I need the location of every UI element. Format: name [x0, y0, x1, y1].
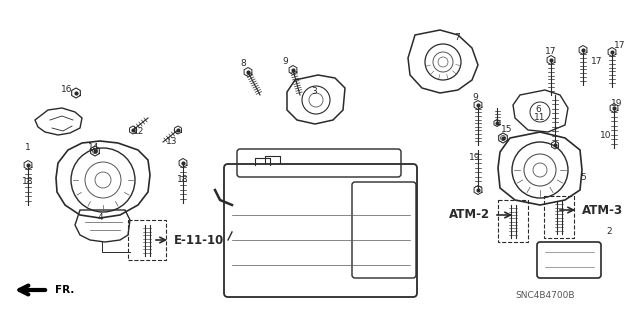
Text: 4: 4	[97, 213, 103, 222]
Text: 10: 10	[600, 130, 612, 139]
Text: FR.: FR.	[55, 285, 74, 295]
Text: 12: 12	[133, 127, 145, 136]
Text: 8: 8	[240, 60, 246, 69]
Text: E-11-10: E-11-10	[174, 234, 224, 247]
Text: 17: 17	[591, 57, 603, 66]
Text: 5: 5	[580, 174, 586, 182]
Text: 2: 2	[606, 227, 612, 236]
Text: ATM-3: ATM-3	[582, 204, 623, 217]
Bar	[128, 220, 166, 260]
Text: 17: 17	[545, 47, 557, 56]
Text: ATM-2: ATM-2	[449, 209, 490, 221]
Bar	[544, 196, 574, 238]
Text: 17: 17	[614, 41, 626, 49]
Text: SNC4B4700B: SNC4B4700B	[515, 292, 575, 300]
Text: 9: 9	[282, 57, 288, 66]
Text: 3: 3	[311, 86, 317, 95]
Text: 16: 16	[61, 85, 73, 94]
Text: 18: 18	[177, 175, 189, 184]
Bar	[498, 200, 528, 242]
Text: 6: 6	[535, 106, 541, 115]
Text: 1: 1	[25, 144, 31, 152]
Text: 13: 13	[166, 137, 178, 146]
Text: 19: 19	[469, 153, 481, 162]
Text: 14: 14	[88, 143, 100, 152]
Text: 18: 18	[22, 177, 34, 187]
Text: 7: 7	[454, 33, 460, 42]
Text: 11: 11	[534, 113, 546, 122]
Text: 9: 9	[472, 93, 478, 101]
Text: 15: 15	[501, 125, 513, 135]
Text: 19: 19	[611, 99, 623, 108]
